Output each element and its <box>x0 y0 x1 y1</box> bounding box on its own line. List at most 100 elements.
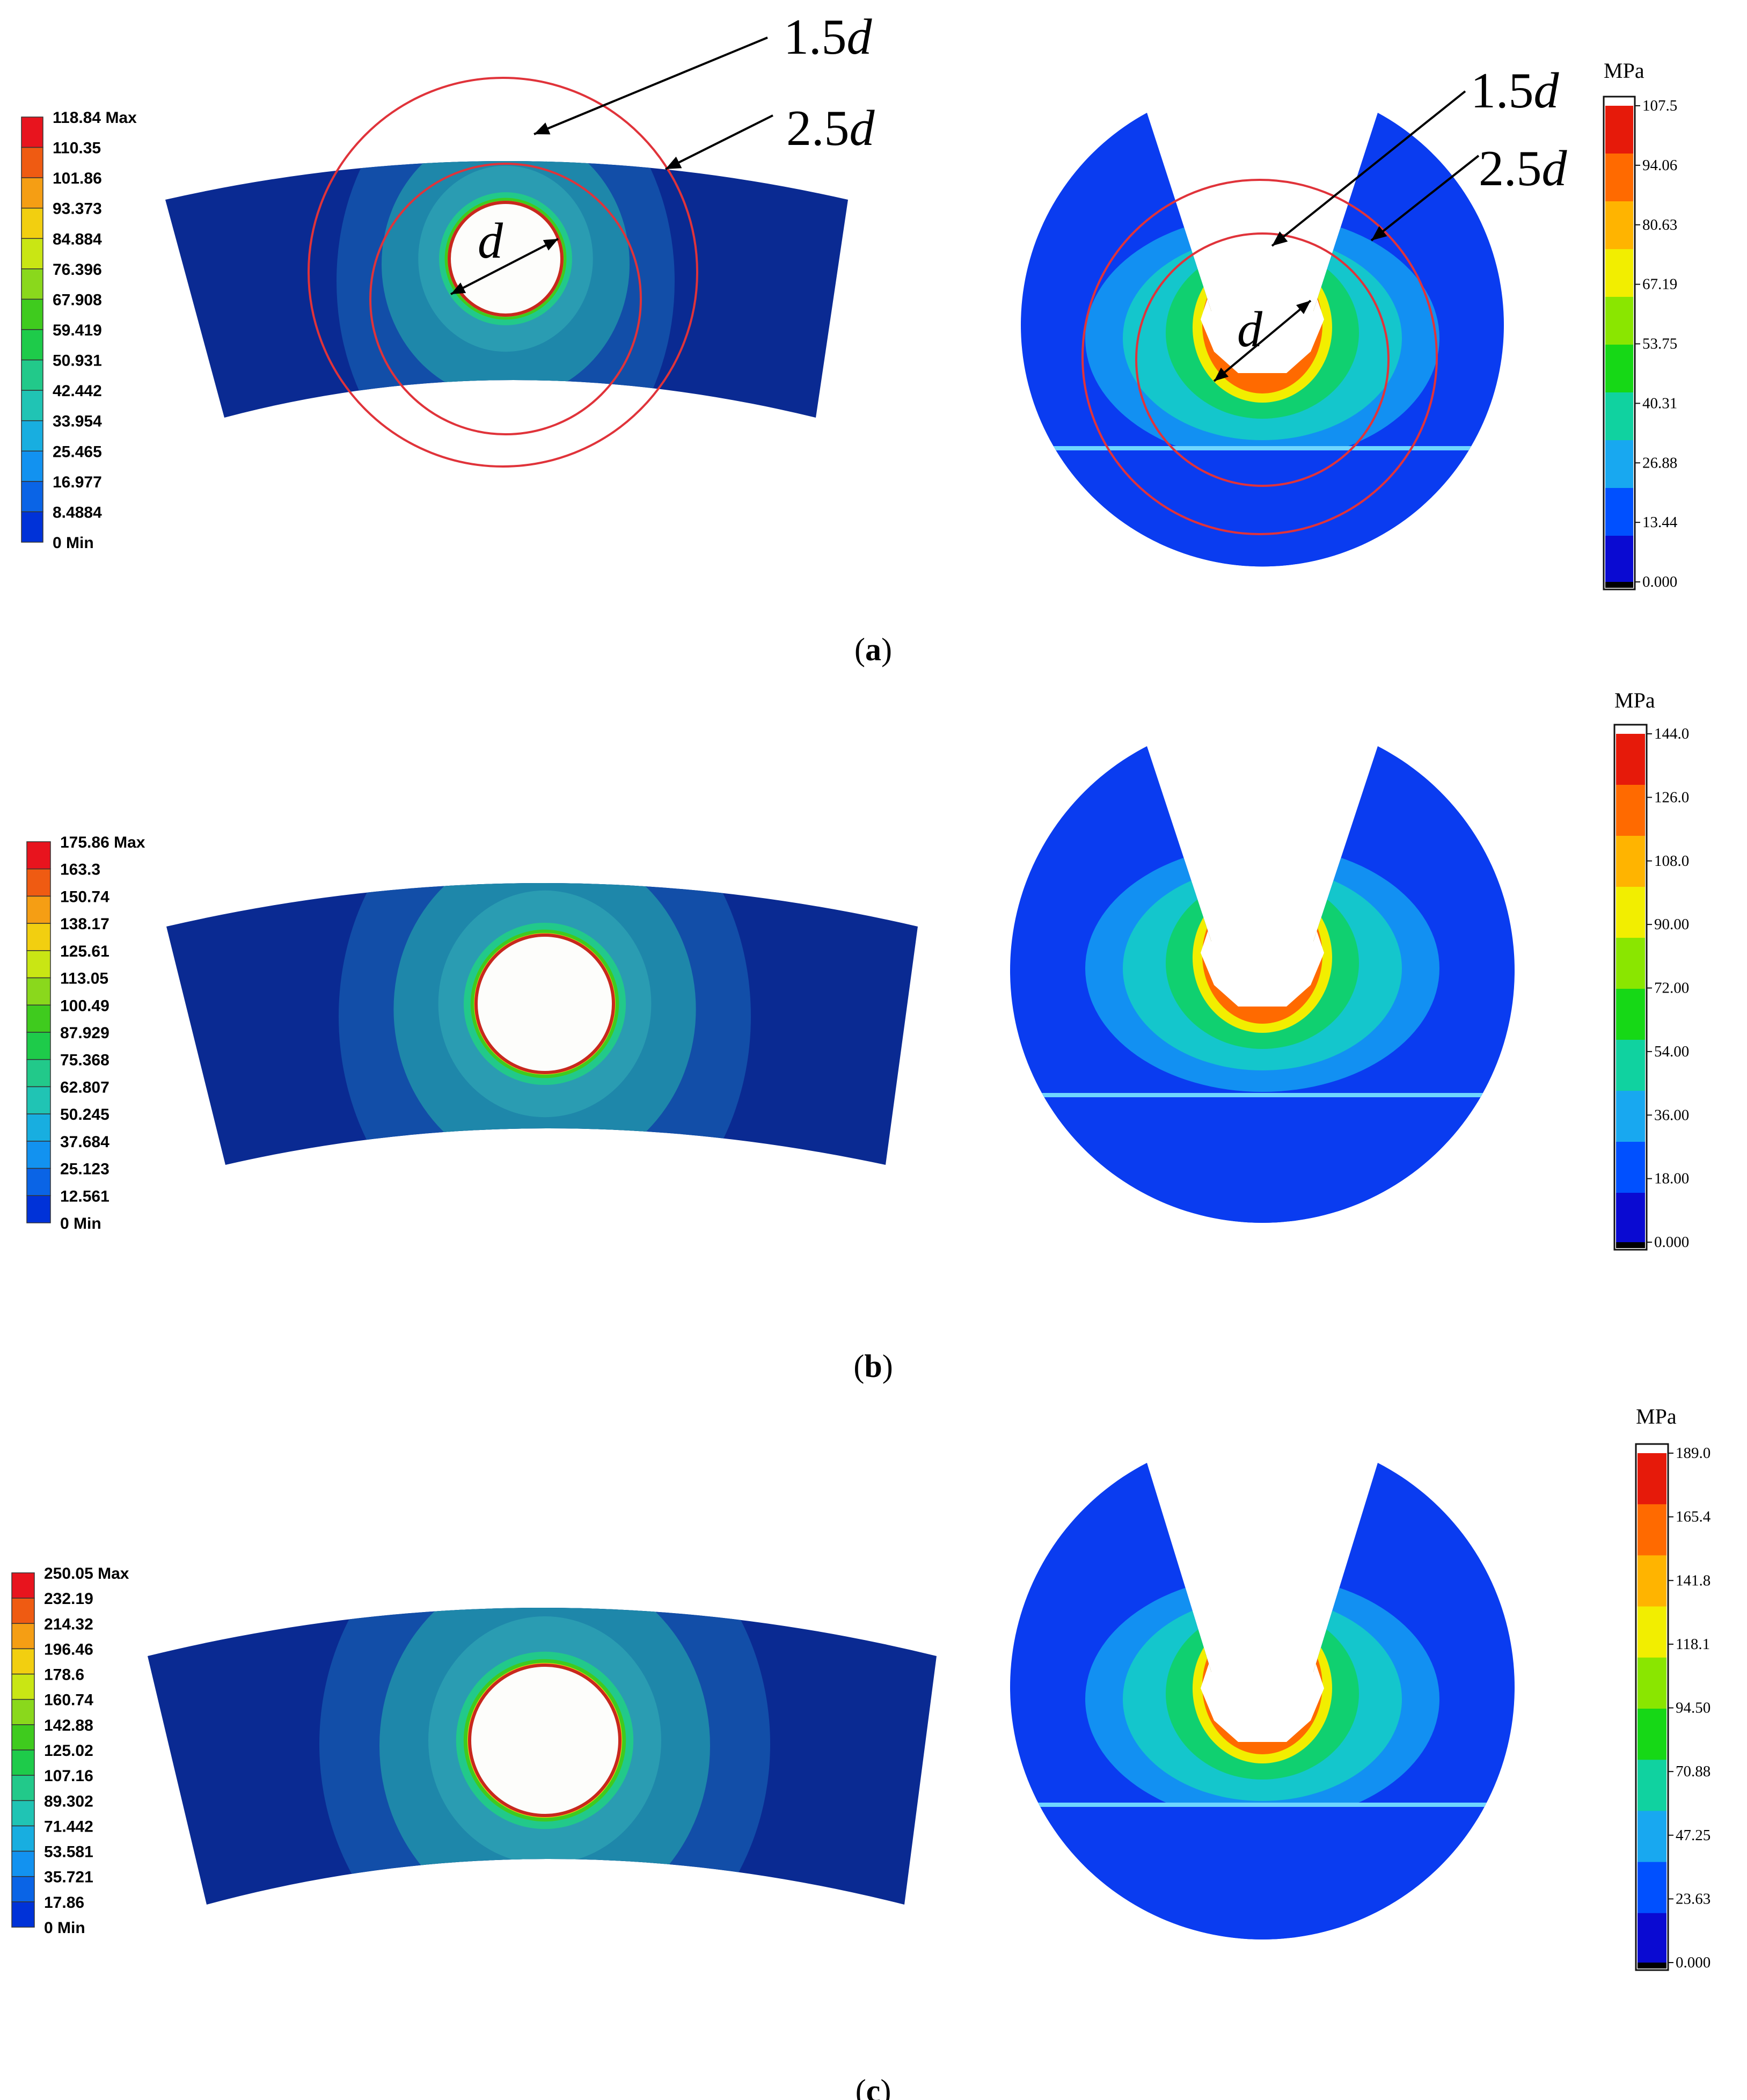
legend-swatch <box>1605 440 1633 488</box>
leader-arrow <box>665 114 773 170</box>
legend-top-cap <box>1605 98 1633 106</box>
legend-swatch <box>1638 1504 1666 1556</box>
legend-swatch <box>21 329 43 361</box>
lower-band <box>1021 448 1504 567</box>
legend-value: 12.561 <box>60 1187 109 1205</box>
legend-swatch <box>1638 1913 1666 1965</box>
legend-value: 189.0 <box>1676 1445 1711 1462</box>
panel-caption: (c) <box>856 2073 891 2100</box>
legend-swatch <box>1616 734 1645 785</box>
legend-swatch <box>11 1749 35 1776</box>
legend-swatch <box>26 1168 51 1197</box>
legend-swatch <box>1605 106 1633 154</box>
legend-unit: MPa <box>1636 1404 1677 1428</box>
legend-swatch <box>26 977 51 1006</box>
legend-swatch <box>1616 1193 1645 1244</box>
test-label-1-5d: 1.5d <box>1471 63 1560 119</box>
legend-swatch <box>1605 297 1633 345</box>
legend-value: 0 Min <box>44 1919 85 1937</box>
arrow-head <box>666 156 682 169</box>
legend-value: 125.61 <box>60 943 109 960</box>
legend-value: 87.929 <box>60 1024 109 1042</box>
ring-2-5d <box>308 77 698 468</box>
legend-value: 40.31 <box>1642 395 1677 412</box>
legend-value: 13.44 <box>1642 514 1678 531</box>
legend-value: 16.977 <box>53 473 102 491</box>
legend-value: 90.00 <box>1654 916 1689 933</box>
label-1-5d: 1.5d <box>784 9 873 65</box>
fem-legend: 118.84 Max 110.35 101.86 93.373 84.884 76.396… <box>21 109 137 552</box>
legend-value: 89.302 <box>44 1792 93 1810</box>
legend-swatch <box>1638 1606 1666 1658</box>
legend-value: 70.88 <box>1676 1763 1711 1780</box>
legend-value: 50.245 <box>60 1106 109 1124</box>
panel-caption: (b) <box>853 1348 893 1384</box>
legend-value: 165.4 <box>1676 1508 1711 1526</box>
caption-letter: c <box>866 2073 881 2100</box>
legend-swatch <box>11 1825 35 1852</box>
legend-value: 25.123 <box>60 1161 109 1178</box>
legend-swatch <box>1605 345 1633 393</box>
legend-top-cap <box>1616 726 1645 734</box>
legend-swatch <box>21 420 43 452</box>
legend-swatch <box>1638 1709 1666 1761</box>
legend-swatch <box>11 1698 35 1725</box>
legend-swatch <box>21 147 43 178</box>
legend-swatch <box>26 868 51 897</box>
legend-swatch <box>21 207 43 239</box>
legend-swatch <box>11 1648 35 1675</box>
legend-value: 18.00 <box>1654 1170 1689 1187</box>
legend-value: 125.02 <box>44 1742 93 1760</box>
legend-swatch <box>26 895 51 924</box>
legend-value: 163.3 <box>60 861 100 879</box>
panel-caption: (a) <box>854 632 892 667</box>
legend-swatch <box>11 1800 35 1827</box>
legend-swatch <box>1616 1142 1645 1193</box>
legend-value: 80.63 <box>1642 216 1677 234</box>
lower-band <box>1010 1095 1515 1223</box>
legend-swatch <box>1638 1657 1666 1709</box>
legend-value: 37.684 <box>60 1133 109 1151</box>
legend-value: 250.05 Max <box>44 1565 129 1583</box>
test-ring-2-5d <box>1081 179 1438 535</box>
test-hole <box>1201 1656 1324 1742</box>
legend-swatch <box>1616 836 1645 887</box>
legend-swatch <box>21 511 43 543</box>
legend-swatch <box>1638 1555 1666 1607</box>
legend-value: 118.1 <box>1676 1636 1710 1653</box>
legend-swatch <box>26 1195 51 1223</box>
legend-swatch <box>11 1572 35 1599</box>
legend-value: 62.807 <box>60 1078 109 1096</box>
arrow-head <box>543 239 558 251</box>
legend-swatch <box>1616 785 1645 836</box>
legend-swatch <box>1616 1091 1645 1142</box>
legend-value: 144.0 <box>1654 725 1689 742</box>
legend-value: 196.46 <box>44 1640 93 1658</box>
legend-value: 0.000 <box>1654 1234 1689 1251</box>
legend-unit: MPa <box>1604 59 1644 83</box>
arrow-head <box>534 122 551 135</box>
legend-value: 67.908 <box>53 291 102 309</box>
legend-value: 141.8 <box>1676 1572 1711 1589</box>
caption-letter: a <box>865 632 881 667</box>
label-d: d <box>1237 302 1263 358</box>
test-stress-contour <box>1010 1463 1515 1939</box>
legend-bottom-cap <box>1616 1242 1645 1248</box>
legend-swatch <box>26 923 51 951</box>
legend-swatch <box>21 116 43 148</box>
fem-stress-contour <box>166 883 918 1165</box>
legend-bottom-cap <box>1605 582 1633 588</box>
legend-swatch <box>11 1623 35 1650</box>
legend-value: 53.75 <box>1642 336 1677 353</box>
legend-swatch <box>1616 938 1645 989</box>
legend-value: 107.5 <box>1642 97 1677 114</box>
legend-value: 26.88 <box>1642 454 1677 471</box>
legend-swatch <box>11 1775 35 1802</box>
legend-value: 142.88 <box>44 1717 93 1734</box>
legend-swatch <box>11 1673 35 1700</box>
legend-swatch <box>26 1141 51 1169</box>
caption-letter: b <box>864 1348 882 1384</box>
legend-value: 71.442 <box>44 1818 93 1835</box>
legend-value: 214.32 <box>44 1615 93 1633</box>
